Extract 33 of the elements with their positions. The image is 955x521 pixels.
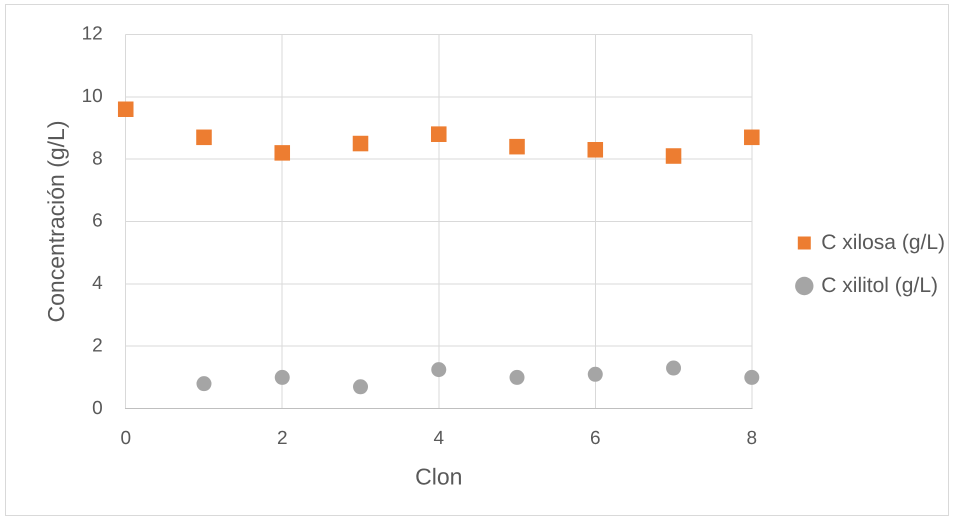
y-tick-label: 0 xyxy=(92,398,103,419)
point xyxy=(510,370,525,385)
point xyxy=(744,370,760,385)
x-tick-label: 4 xyxy=(433,428,444,450)
point xyxy=(588,142,604,158)
point xyxy=(118,101,134,118)
y-tick-label: 10 xyxy=(82,86,103,107)
point xyxy=(430,126,447,142)
y-tick-label: 6 xyxy=(92,210,103,232)
point xyxy=(352,136,368,152)
x-tick-label: 2 xyxy=(276,428,288,450)
point xyxy=(196,130,212,146)
y-tick-label: 8 xyxy=(92,148,103,170)
x-tick-label: 0 xyxy=(120,428,132,450)
point xyxy=(353,379,368,394)
point xyxy=(509,138,525,154)
point xyxy=(666,360,682,376)
point xyxy=(744,130,760,146)
x-axis-title: Clon xyxy=(415,464,462,490)
y-tick-label: 12 xyxy=(82,24,103,45)
x-tick-label: 6 xyxy=(590,428,601,450)
legend-label: C xilitol (g/L) xyxy=(821,274,938,297)
point xyxy=(431,362,446,378)
point xyxy=(274,370,290,385)
y-axis-title: Concentración (g/L) xyxy=(43,120,70,322)
x-tick-label: 8 xyxy=(746,428,758,450)
point xyxy=(196,376,212,392)
point xyxy=(588,366,603,382)
y-tick-label: 4 xyxy=(92,273,104,294)
legend-label: C xilosa (g/L) xyxy=(821,230,945,254)
point xyxy=(274,145,290,161)
y-tick-label: 2 xyxy=(92,335,103,356)
point xyxy=(666,148,682,164)
